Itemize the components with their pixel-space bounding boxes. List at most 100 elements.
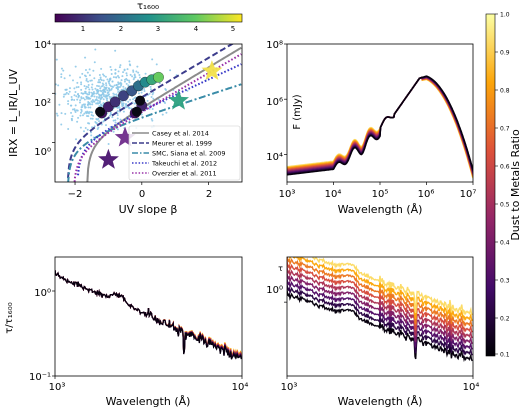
- observed-galaxy-point: [85, 77, 88, 80]
- observed-galaxy-point: [94, 48, 97, 51]
- observed-galaxy-point: [65, 91, 68, 94]
- observed-galaxy-point: [117, 91, 120, 94]
- sed-line: [287, 75, 473, 176]
- observed-galaxy-point: [85, 92, 88, 95]
- observed-galaxy-point: [129, 98, 132, 101]
- observed-galaxy-point: [71, 108, 74, 111]
- legend-label-meurer: Meurer et al. 1999: [152, 140, 212, 148]
- observed-galaxy-point: [68, 74, 71, 77]
- observed-galaxy-point: [151, 58, 154, 61]
- observed-galaxy-point: [83, 98, 86, 101]
- observed-galaxy-point: [55, 83, 57, 86]
- observed-galaxy-point: [88, 102, 91, 105]
- observed-galaxy-point: [120, 79, 123, 82]
- observed-galaxy-point: [84, 106, 87, 109]
- observed-galaxy-point: [132, 78, 135, 81]
- observed-galaxy-point: [91, 83, 94, 86]
- observed-galaxy-point: [148, 92, 151, 95]
- sed-ytick-4: 10⁴: [266, 152, 283, 163]
- observed-galaxy-point: [91, 126, 94, 129]
- observed-galaxy-point: [108, 114, 111, 117]
- observed-galaxy-point: [93, 61, 96, 64]
- observed-galaxy-point: [67, 92, 70, 95]
- observed-galaxy-point: [90, 86, 93, 89]
- observed-galaxy-point: [58, 103, 61, 106]
- observed-galaxy-point: [76, 81, 79, 84]
- observed-galaxy-point: [115, 83, 118, 86]
- irx-ytick-4: 10⁴: [34, 40, 51, 51]
- observed-galaxy-point: [92, 92, 95, 95]
- observed-galaxy-point: [143, 87, 146, 90]
- observed-galaxy-point: [123, 68, 126, 71]
- observed-galaxy-point: [60, 73, 63, 76]
- observed-galaxy-point: [79, 126, 82, 129]
- observed-galaxy-point: [106, 89, 109, 92]
- observed-galaxy-point: [117, 70, 120, 73]
- observed-galaxy-point: [91, 88, 94, 91]
- dtm-tick-label: 0.2: [500, 316, 510, 323]
- observed-galaxy-point: [90, 111, 93, 114]
- observed-galaxy-point: [87, 84, 90, 87]
- observed-galaxy-point: [116, 110, 119, 113]
- observed-galaxy-point: [65, 88, 68, 91]
- observed-galaxy-point: [119, 82, 122, 85]
- observed-galaxy-point: [63, 93, 66, 96]
- dtm-tick-label: 0.3: [500, 278, 510, 285]
- observed-galaxy-point: [157, 98, 160, 101]
- observed-galaxy-point: [97, 89, 100, 92]
- observed-galaxy-point: [164, 102, 167, 105]
- observed-galaxy-point: [98, 73, 101, 76]
- observed-galaxy-point: [84, 56, 87, 59]
- observed-galaxy-point: [93, 77, 96, 80]
- observed-galaxy-point: [113, 84, 116, 87]
- model-point-dark: [135, 95, 146, 106]
- observed-galaxy-point: [64, 112, 67, 115]
- sed-xtick-7: 10⁷: [460, 189, 477, 200]
- observed-galaxy-point: [125, 74, 128, 77]
- observed-galaxy-point: [70, 95, 73, 98]
- tau-xlabel: Wavelength (Å): [338, 395, 423, 407]
- observed-galaxy-point: [82, 97, 85, 100]
- observed-galaxy-point: [100, 123, 103, 126]
- observed-galaxy-point: [84, 90, 87, 93]
- observed-galaxy-point: [60, 67, 63, 70]
- observed-galaxy-point: [74, 138, 77, 141]
- observed-galaxy-point: [111, 80, 114, 83]
- tauratio-ytick-m1: 10⁻¹: [29, 372, 51, 383]
- observed-galaxy-point: [122, 110, 125, 113]
- tau-line: [287, 272, 473, 345]
- observed-galaxy-point: [99, 76, 102, 79]
- observed-galaxy-point: [97, 85, 100, 88]
- observed-galaxy-point: [87, 101, 90, 104]
- observed-galaxy-point: [103, 95, 106, 98]
- observed-galaxy-point: [83, 84, 86, 87]
- tauratio-xtick-3: 10³: [49, 382, 66, 393]
- star-marker: [114, 126, 136, 147]
- observed-galaxy-point: [105, 86, 108, 89]
- dtm-tick-label: 0.6: [500, 164, 510, 171]
- observed-galaxy-point: [112, 130, 115, 133]
- observed-galaxy-point: [109, 77, 112, 80]
- observed-galaxy-point: [95, 95, 98, 98]
- observed-galaxy-point: [112, 119, 115, 122]
- sed-xlabel: Wavelength (Å): [338, 203, 423, 216]
- observed-galaxy-point: [120, 84, 123, 87]
- observed-galaxy-point: [63, 77, 66, 80]
- tau-ylabel: τ: [278, 264, 283, 273]
- sed-xtick-3: 10³: [279, 189, 296, 200]
- observed-galaxy-point: [150, 118, 153, 121]
- observed-galaxy-point: [125, 102, 128, 105]
- panel-tau: 10³ 10⁴ 10⁰ Wavelength (Å) τ: [266, 256, 479, 407]
- observed-galaxy-point: [128, 60, 131, 63]
- legend-label-smc: SMC, Siana et al. 2009: [152, 150, 226, 158]
- observed-galaxy-point: [151, 119, 154, 122]
- observed-galaxy-point: [121, 104, 124, 107]
- observed-galaxy-point: [149, 88, 152, 91]
- observed-galaxy-point: [86, 71, 89, 74]
- observed-galaxy-point: [67, 102, 70, 105]
- observed-galaxy-point: [98, 105, 101, 108]
- observed-galaxy-point: [122, 71, 125, 74]
- irx-legend: Casey et al. 2014 Meurer et al. 1999 SMC…: [128, 125, 241, 181]
- observed-galaxy-point: [114, 68, 117, 71]
- observed-galaxy-point: [100, 85, 103, 88]
